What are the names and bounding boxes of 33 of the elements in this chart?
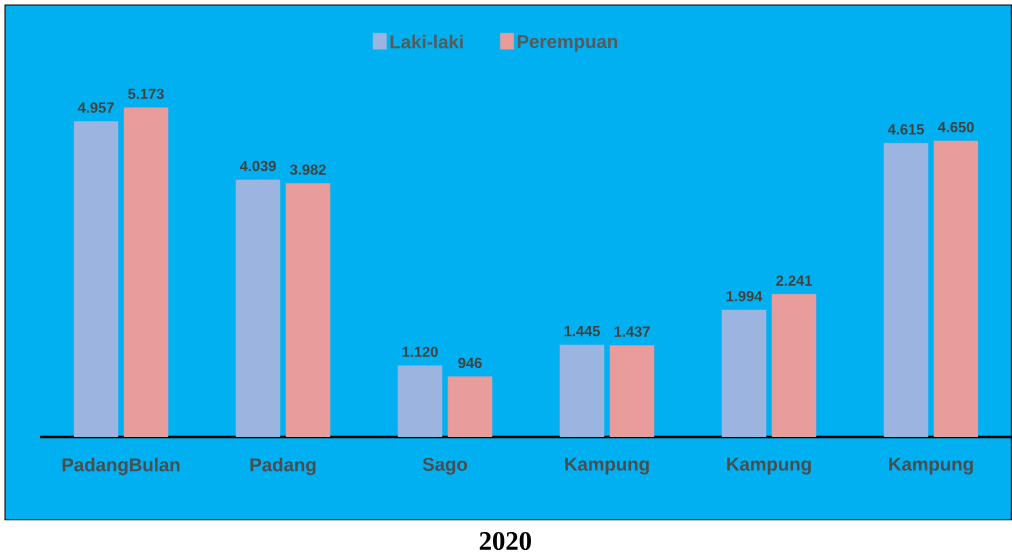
x-tick-label: PadangBulan [62,457,180,476]
legend-label: Laki-laki [390,34,463,49]
bar [397,365,443,437]
data-label: 1.120 [402,346,438,357]
data-label: 1.994 [726,291,763,302]
x-tick-label: Kampung [889,457,973,475]
data-label: 2.241 [776,275,812,286]
x-tick-label: Kampung [727,457,811,475]
bar [559,344,605,437]
bar [771,294,817,437]
bar [933,140,979,437]
bar [235,179,281,437]
x-tick-label: Padang [250,457,316,476]
data-label: 4.957 [77,102,114,113]
data-label: 4.039 [239,160,276,172]
data-label: 3.982 [289,164,326,175]
legend-label: Perempuan [517,35,618,52]
bar [285,183,331,437]
text: 2020 [479,532,531,550]
bar [721,309,767,437]
bar [447,376,493,437]
bar [609,345,655,437]
data-label: 5.173 [128,88,164,100]
data-label: 946 [458,357,482,369]
data-label: 4.650 [937,121,974,133]
data-label: 4.615 [887,124,924,135]
x-tick-label: Sago [422,457,468,475]
bar [883,142,929,437]
x-tick-label: Kampung [565,457,649,475]
data-label: 1.437 [614,326,650,337]
bar [73,121,119,437]
bar [123,107,169,437]
data-label: 1.445 [564,326,600,337]
